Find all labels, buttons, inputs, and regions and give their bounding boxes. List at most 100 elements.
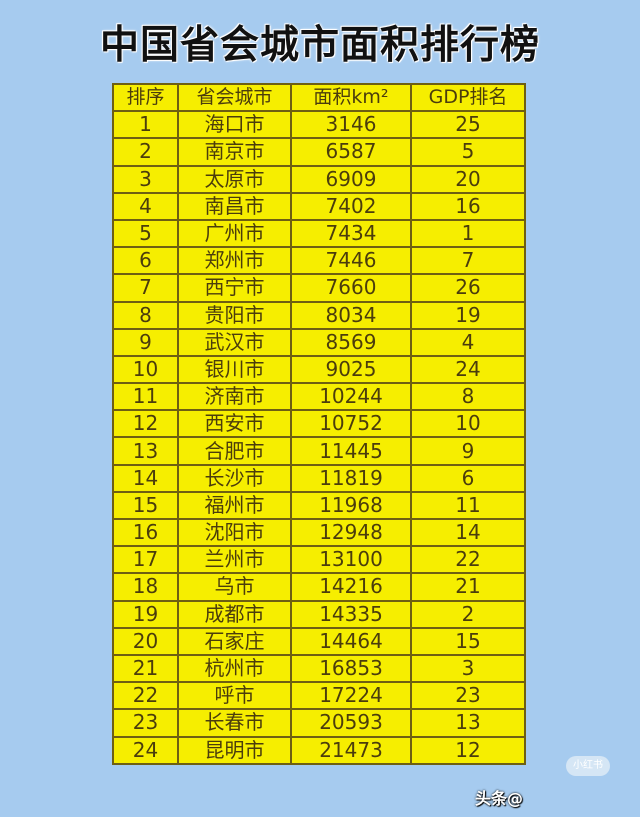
gdp-rank-cell: 21 <box>410 572 526 602</box>
area-cell: 12948 <box>290 517 412 548</box>
city-cell: 长春市 <box>177 708 292 738</box>
watermark: 头条@ <box>475 789 524 808</box>
gdp-rank-cell: 19 <box>410 300 526 330</box>
city-cell: 成都市 <box>177 599 292 629</box>
area-cell: 10752 <box>290 409 412 439</box>
area-cell: 11445 <box>290 436 412 466</box>
rank-cell: 20 <box>112 626 179 656</box>
gdp-rank-cell: 25 <box>410 110 526 140</box>
area-cell: 6909 <box>290 164 412 194</box>
city-cell: 呼市 <box>177 681 292 711</box>
rank-cell: 8 <box>112 300 179 330</box>
rank-cell: 22 <box>112 681 179 711</box>
table-row: 11 济南市 10244 8 <box>112 382 526 412</box>
city-cell: 贵阳市 <box>177 300 292 330</box>
rank-cell: 5 <box>112 218 179 249</box>
table-row: 22 呼市 17224 23 <box>112 681 526 711</box>
table-row: 20 石家庄 14464 15 <box>112 626 526 656</box>
area-cell: 8569 <box>290 327 412 357</box>
header-area: 面积km² <box>290 82 412 113</box>
city-cell: 合肥市 <box>177 436 292 466</box>
area-cell: 3146 <box>290 110 412 140</box>
area-cell: 10244 <box>290 382 412 412</box>
city-cell: 西宁市 <box>177 273 292 303</box>
table-row: 6 郑州市 7446 7 <box>112 246 526 276</box>
city-cell: 广州市 <box>177 218 292 249</box>
gdp-rank-cell: 4 <box>410 327 526 357</box>
table-row: 9 武汉市 8569 4 <box>112 327 526 357</box>
area-cell: 11819 <box>290 463 412 493</box>
city-cell: 南京市 <box>177 137 292 167</box>
table-row: 4 南昌市 7402 16 <box>112 191 526 221</box>
gdp-rank-cell: 8 <box>410 382 526 412</box>
city-cell: 郑州市 <box>177 246 292 276</box>
gdp-rank-cell: 16 <box>410 191 526 221</box>
rank-cell: 3 <box>112 164 179 194</box>
xiaohongshu-badge: 小红书 <box>566 756 610 776</box>
page-title: 中国省会城市面积排行榜 <box>99 23 540 68</box>
table-row: 12 西安市 10752 10 <box>112 409 526 439</box>
gdp-rank-cell: 2 <box>410 599 526 629</box>
city-cell: 沈阳市 <box>177 517 292 548</box>
table-row: 10 银川市 9025 24 <box>112 354 526 385</box>
gdp-rank-cell: 1 <box>410 218 526 249</box>
gdp-rank-cell: 26 <box>410 273 526 303</box>
header-city: 省会城市 <box>177 82 292 113</box>
city-cell: 武汉市 <box>177 327 292 357</box>
area-cell: 7660 <box>290 273 412 303</box>
rank-cell: 1 <box>112 110 179 140</box>
ranking-table: 排序 省会城市 面积km² GDP排名 1 海口市 3146 25 2 南京市 6587 5 3… <box>112 82 526 765</box>
city-cell: 西安市 <box>177 409 292 439</box>
table-row: 14 长沙市 11819 6 <box>112 463 526 493</box>
area-cell: 21473 <box>290 735 412 765</box>
city-cell: 海口市 <box>177 110 292 140</box>
city-cell: 石家庄 <box>177 626 292 656</box>
city-cell: 银川市 <box>177 354 292 385</box>
city-cell: 济南市 <box>177 382 292 412</box>
gdp-rank-cell: 22 <box>410 545 526 575</box>
area-cell: 6587 <box>290 137 412 167</box>
table-row: 3 太原市 6909 20 <box>112 164 526 194</box>
city-cell: 乌市 <box>177 572 292 602</box>
rank-cell: 23 <box>112 708 179 738</box>
rank-cell: 4 <box>112 191 179 221</box>
table-row: 18 乌市 14216 21 <box>112 572 526 602</box>
rank-cell: 13 <box>112 436 179 466</box>
gdp-rank-cell: 23 <box>410 681 526 711</box>
table-row: 16 沈阳市 12948 14 <box>112 517 526 548</box>
area-cell: 20593 <box>290 708 412 738</box>
gdp-rank-cell: 9 <box>410 436 526 466</box>
area-cell: 14464 <box>290 626 412 656</box>
table-row: 24 昆明市 21473 12 <box>112 735 526 765</box>
city-cell: 长沙市 <box>177 463 292 493</box>
gdp-rank-cell: 10 <box>410 409 526 439</box>
gdp-rank-cell: 7 <box>410 246 526 276</box>
rank-cell: 17 <box>112 545 179 575</box>
rank-cell: 15 <box>112 490 179 521</box>
area-cell: 11968 <box>290 490 412 521</box>
header-gdp-rank: GDP排名 <box>410 82 526 113</box>
area-cell: 8034 <box>290 300 412 330</box>
gdp-rank-cell: 20 <box>410 164 526 194</box>
rank-cell: 9 <box>112 327 179 357</box>
rank-cell: 19 <box>112 599 179 629</box>
gdp-rank-cell: 14 <box>410 517 526 548</box>
city-cell: 杭州市 <box>177 653 292 684</box>
table-row: 5 广州市 7434 1 <box>112 218 526 249</box>
rank-cell: 14 <box>112 463 179 493</box>
area-cell: 13100 <box>290 545 412 575</box>
area-cell: 17224 <box>290 681 412 711</box>
table-row: 17 兰州市 13100 22 <box>112 545 526 575</box>
city-cell: 福州市 <box>177 490 292 521</box>
gdp-rank-cell: 5 <box>410 137 526 167</box>
table-row: 2 南京市 6587 5 <box>112 137 526 167</box>
rank-cell: 6 <box>112 246 179 276</box>
gdp-rank-cell: 6 <box>410 463 526 493</box>
table-header: 排序 省会城市 面积km² GDP排名 <box>112 82 526 113</box>
area-cell: 7434 <box>290 218 412 249</box>
area-cell: 14335 <box>290 599 412 629</box>
city-cell: 南昌市 <box>177 191 292 221</box>
city-cell: 太原市 <box>177 164 292 194</box>
rank-cell: 16 <box>112 517 179 548</box>
rank-cell: 10 <box>112 354 179 385</box>
